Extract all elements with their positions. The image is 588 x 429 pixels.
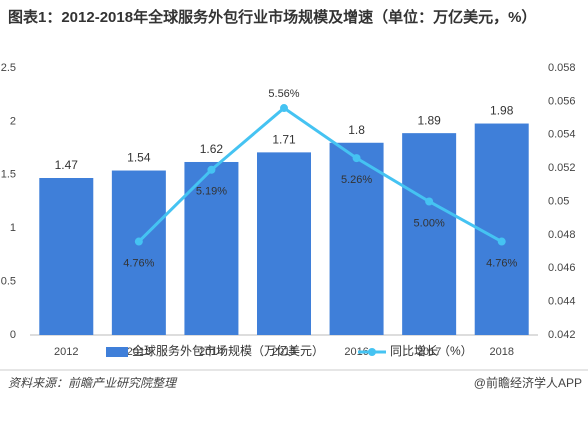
- x-tick-label: 2014: [199, 346, 223, 358]
- line-label: 5.00%: [414, 217, 445, 229]
- x-tick-label: 2013: [127, 346, 151, 358]
- line: [137, 106, 503, 243]
- bar: [474, 123, 529, 335]
- line-point: [352, 154, 361, 163]
- x-tick-label: 2016: [344, 346, 368, 358]
- line-point: [497, 237, 506, 246]
- line-label: 4.76%: [123, 257, 154, 269]
- legend-label: 同比增长（%）: [390, 344, 473, 358]
- y2-tick-label: 0.056: [548, 95, 576, 107]
- credit: @前瞻经济学人APP: [474, 375, 582, 390]
- bar-label: 1.54: [127, 151, 151, 165]
- y2-tick-label: 0.044: [548, 296, 576, 308]
- line-point: [425, 197, 434, 206]
- legend-swatch: [368, 348, 376, 356]
- x-tick-label: 2012: [54, 346, 78, 358]
- y-tick-label: 2.5: [1, 62, 16, 74]
- legend-label: 全球服务外包市场规模（万亿美元）: [132, 343, 324, 358]
- bar-label: 1.8: [348, 123, 365, 137]
- y2-tick-label: 0.052: [548, 162, 576, 174]
- x-tick-label: 2018: [489, 346, 513, 358]
- bar: [184, 161, 239, 335]
- y2-tick-label: 0.054: [548, 129, 576, 141]
- source: 资料来源：前瞻产业研究院整理: [8, 376, 178, 390]
- y-tick-label: 0: [10, 329, 16, 341]
- line-point: [280, 104, 288, 113]
- chart-title: 图表1：2012-2018年全球服务外包行业市场规模及增速（单位：万亿美元，%）: [8, 9, 537, 26]
- line-point: [134, 237, 143, 246]
- bar-label: 1.89: [417, 113, 441, 127]
- bar: [402, 133, 457, 335]
- line-label: 5.26%: [341, 174, 372, 186]
- y2-tick-label: 0.05: [548, 195, 569, 207]
- y2-tick-label: 0.048: [548, 229, 576, 241]
- line-label: 5.56%: [268, 88, 299, 100]
- y2-tick-label: 0.042: [548, 329, 576, 341]
- line-point: [207, 165, 216, 174]
- bar: [329, 142, 384, 335]
- y-tick-label: 2: [10, 115, 16, 127]
- bar: [39, 178, 94, 335]
- legend-swatch: [106, 347, 128, 357]
- bar-label: 1.98: [490, 104, 514, 118]
- line-label: 5.19%: [196, 186, 227, 198]
- y2-tick-label: 0.058: [548, 62, 576, 74]
- x-tick-label: 2017: [417, 346, 441, 358]
- bar: [111, 170, 166, 335]
- y-tick-label: 0.5: [1, 276, 16, 288]
- y2-tick-label: 0.046: [548, 262, 576, 274]
- bar-label: 1.71: [272, 133, 296, 147]
- line-label: 4.76%: [486, 257, 517, 269]
- bar: [257, 152, 311, 335]
- y-tick-label: 1: [10, 222, 16, 234]
- bar-label: 1.62: [200, 142, 224, 156]
- bar-label: 1.47: [55, 158, 79, 172]
- y-tick-label: 1.5: [1, 169, 16, 181]
- x-tick-label: 2015: [272, 346, 296, 358]
